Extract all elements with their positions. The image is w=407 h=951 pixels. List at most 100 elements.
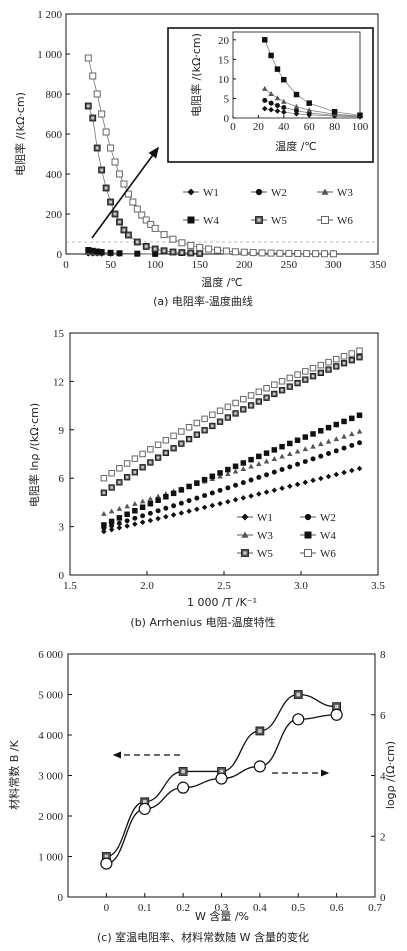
marker-shape — [294, 437, 301, 444]
inset-x-tick-label: 60 — [304, 121, 316, 133]
inset-point-w3 — [274, 95, 281, 101]
point-w2 — [310, 456, 316, 462]
inset-point-w4 — [306, 100, 312, 106]
point-w5 — [309, 373, 317, 380]
point-w6 — [240, 248, 248, 256]
marker-shape — [256, 474, 262, 480]
point-w1 — [349, 467, 355, 474]
y-left-tick-label: 2 000 — [38, 811, 63, 823]
marker-shape — [232, 399, 239, 407]
legend-marker-w6 — [304, 549, 312, 557]
y-right-tick-label: 4 — [380, 771, 386, 783]
marker-shape — [279, 467, 285, 472]
marker-shape — [196, 243, 204, 251]
inset-axes: 0 20 40 60 80 100 0 5 10 15 20 — [218, 35, 369, 133]
point-w3 — [263, 458, 270, 464]
x-tick-label: 0.5 — [291, 902, 305, 914]
marker-inner — [288, 385, 292, 388]
marker-shape — [132, 521, 138, 527]
point-w5 — [302, 376, 309, 383]
marker-shape — [108, 518, 115, 525]
marker-shape — [356, 465, 363, 472]
x-tick-label: 200 — [236, 259, 253, 271]
panel-b-legend: W1 W2 W3 W4 W5 W6 — [237, 512, 336, 560]
marker-shape — [139, 450, 146, 458]
point-w5 — [125, 231, 132, 239]
point-w3 — [139, 498, 146, 504]
marker-shape — [340, 353, 348, 360]
marker-shape — [225, 498, 231, 505]
marker-shape — [102, 128, 110, 136]
x-tick-label: 2.5 — [217, 580, 231, 592]
point-w5 — [98, 166, 106, 174]
marker-shape — [108, 526, 115, 533]
point-w4 — [209, 473, 216, 480]
point-w4 — [349, 415, 355, 422]
inset-y-tick-label: 20 — [218, 35, 230, 47]
marker-shape — [255, 188, 263, 196]
marker-inner — [180, 251, 184, 254]
point-w4 — [147, 500, 154, 507]
marker-inner — [172, 446, 175, 450]
marker-shape — [124, 523, 130, 529]
x-tick-label: 1.5 — [63, 580, 77, 592]
marker-shape — [310, 477, 316, 484]
marker-shape — [139, 504, 146, 510]
marker-shape — [209, 502, 216, 509]
point-w3 — [232, 468, 239, 474]
marker-shape — [101, 510, 107, 516]
marker-shape — [224, 403, 232, 411]
marker-shape — [356, 412, 363, 419]
marker-inner — [242, 408, 245, 411]
marker-shape — [100, 857, 113, 870]
y-right-tick-label: 8 — [380, 649, 386, 661]
marker-shape — [108, 508, 115, 514]
inset-point-w4 — [281, 76, 287, 83]
y-tick-label: 200 — [46, 209, 63, 221]
point-w6 — [201, 415, 208, 423]
panel-b-marks — [100, 347, 363, 535]
y-right-tick-label: 6 — [380, 710, 386, 722]
marker-shape — [142, 216, 150, 224]
point-w2 — [326, 451, 332, 457]
inset-marks — [262, 37, 363, 120]
marker-shape — [268, 52, 274, 59]
marker-shape — [138, 802, 151, 816]
marker-shape — [341, 445, 347, 451]
marker-shape — [201, 415, 208, 423]
point-w6 — [107, 144, 115, 152]
point-w5 — [271, 390, 278, 398]
marker-shape — [124, 190, 132, 198]
x-tick-label: 300 — [325, 259, 342, 271]
marker-inner — [156, 456, 160, 459]
point-w4 — [302, 434, 309, 440]
marker-shape — [124, 511, 130, 518]
marker-shape — [321, 188, 329, 195]
legend-label-w4: W4 — [203, 215, 219, 227]
x-tick-label: 3.0 — [294, 580, 308, 592]
point-w5 — [178, 440, 185, 447]
marker-shape — [124, 503, 130, 509]
point-w4 — [287, 440, 293, 447]
marker-shape — [263, 450, 270, 456]
point-w5 — [240, 406, 247, 413]
point-w2 — [217, 487, 223, 493]
point-log-rho — [330, 708, 343, 721]
marker-shape — [162, 437, 170, 444]
point-w6 — [255, 388, 263, 396]
marker-shape — [341, 433, 347, 439]
marker-shape — [89, 72, 97, 80]
marker-shape — [170, 432, 177, 440]
marker-shape — [268, 107, 274, 113]
point-w6 — [147, 220, 155, 228]
marker-shape — [170, 512, 177, 518]
marker-shape — [333, 421, 340, 428]
marker-inner — [110, 486, 113, 489]
marker-inner — [162, 249, 166, 253]
inset-point-w4 — [262, 37, 268, 43]
point-w1 — [294, 481, 301, 488]
marker-shape — [281, 104, 287, 110]
point-w2 — [116, 520, 122, 526]
marker-shape — [256, 453, 262, 460]
inset-y-tick-label: 15 — [218, 54, 230, 66]
